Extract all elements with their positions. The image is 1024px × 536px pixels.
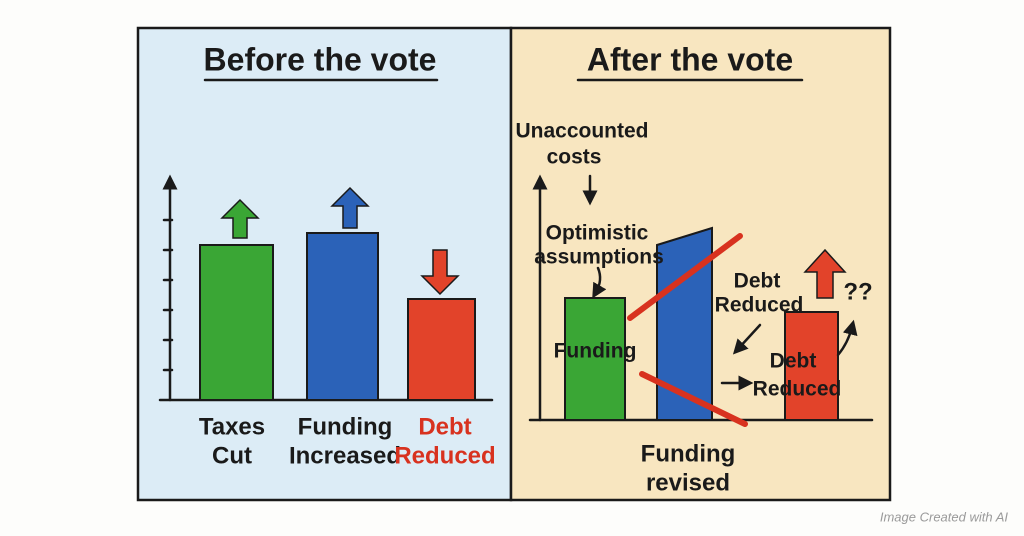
left-chart: [158, 174, 494, 402]
annotation: Debt: [770, 350, 817, 373]
right-title: After the vote: [587, 41, 793, 77]
left-title: Before the vote: [204, 41, 437, 77]
bar-label: Funding: [298, 413, 393, 440]
annotation: Funding: [554, 340, 637, 363]
annotation: Unaccounted: [515, 120, 648, 143]
credit: Image Created with AI: [880, 509, 1009, 524]
annotation: revised: [646, 469, 730, 496]
bar-label: Taxes: [199, 413, 265, 440]
bar-label: Increased: [289, 442, 401, 469]
annotation: Reduced: [715, 294, 804, 317]
annotation: assumptions: [534, 246, 664, 269]
annotation: Reduced: [753, 378, 842, 401]
bar-label: Reduced: [394, 442, 495, 469]
annotation: costs: [547, 146, 602, 169]
annotation: ??: [843, 278, 872, 305]
bar-label: Debt: [418, 413, 471, 440]
annotation: Funding: [641, 440, 736, 467]
right-chart: [528, 174, 874, 427]
annotation: Optimistic: [546, 222, 649, 245]
annotation: Debt: [734, 270, 781, 293]
bar-label: Cut: [212, 442, 252, 469]
